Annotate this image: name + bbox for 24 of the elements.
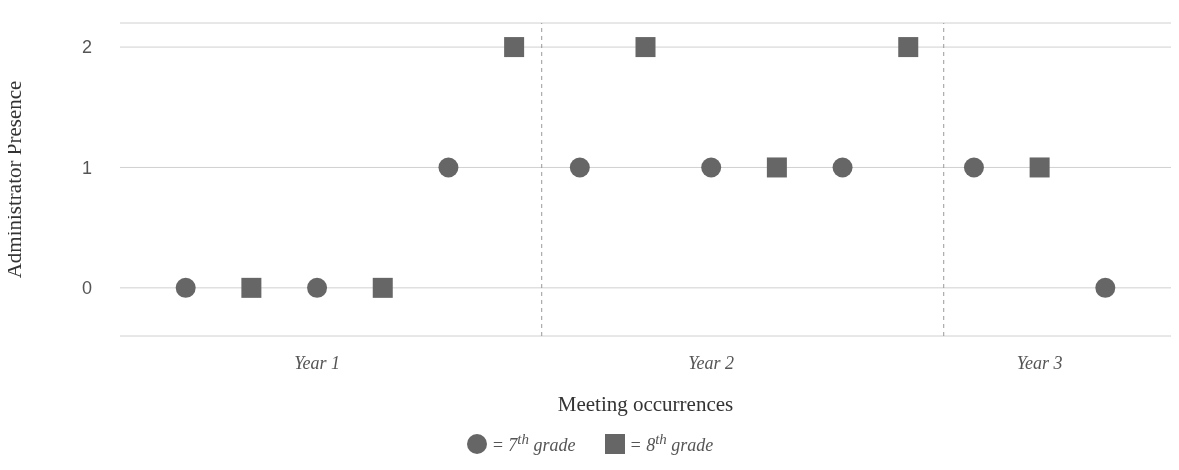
x-tick-label: Year 1: [294, 352, 340, 373]
y-tick-label: 0: [81, 278, 92, 299]
point: [898, 37, 919, 58]
point: [1029, 157, 1050, 178]
point: [766, 157, 787, 178]
x-tick-label: Year 2: [688, 352, 735, 373]
point: [635, 37, 656, 58]
point: [701, 157, 722, 178]
legend-label: = 7$^{th}$ grade: [491, 431, 576, 456]
point: [832, 157, 853, 178]
point: [241, 277, 262, 298]
point: [438, 157, 459, 178]
point: [569, 157, 590, 178]
point: [504, 37, 525, 58]
legend-label: = 8$^{th}$ grade: [629, 431, 714, 456]
x-tick-label: Year 3: [1016, 352, 1063, 373]
x-axis-title: Meeting occurrences: [557, 392, 734, 416]
point: [372, 277, 393, 298]
point: [307, 277, 328, 298]
y-tick-label: 2: [81, 37, 92, 58]
point: [1095, 277, 1116, 298]
y-tick-label: 1: [81, 157, 92, 178]
point: [175, 277, 196, 298]
point: [963, 157, 984, 178]
